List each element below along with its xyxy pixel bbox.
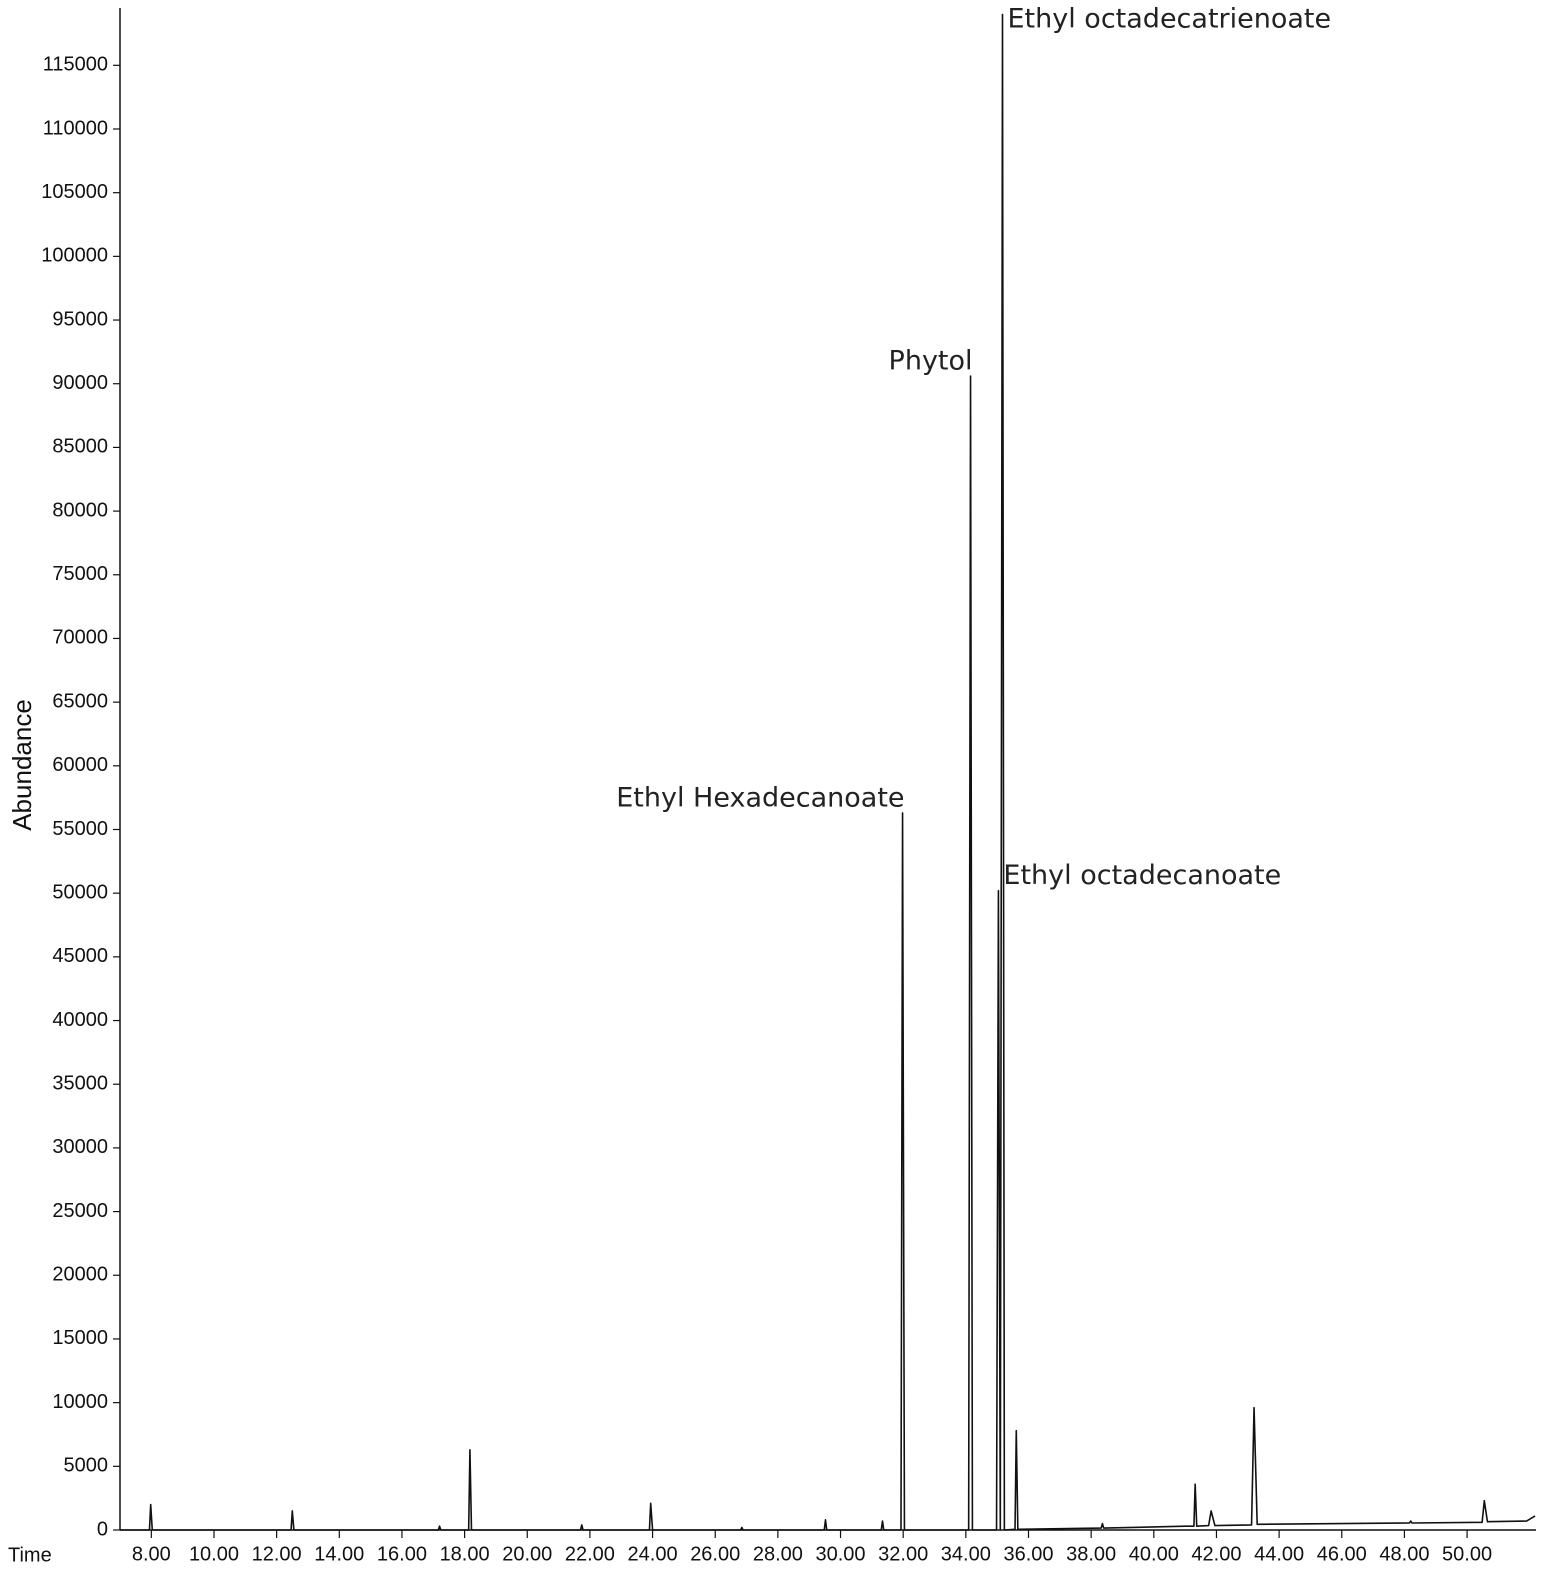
- x-tick-label: 8.00: [132, 1543, 171, 1565]
- x-tick-label: 20.00: [502, 1543, 552, 1565]
- x-tick-label: 18.00: [440, 1543, 490, 1565]
- y-tick-label: 0: [97, 1518, 108, 1540]
- y-tick-label: 60000: [52, 754, 108, 776]
- y-tick-label: 20000: [52, 1264, 108, 1286]
- x-tick-label: 16.00: [377, 1543, 427, 1565]
- x-tick-label: 38.00: [1066, 1543, 1116, 1565]
- y-tick-label: 100000: [41, 245, 108, 267]
- y-tick-label: 50000: [52, 881, 108, 903]
- x-tick-label: 44.00: [1254, 1543, 1304, 1565]
- y-tick-label: 80000: [52, 499, 108, 521]
- y-tick-label: 15000: [52, 1327, 108, 1349]
- x-tick-label: 32.00: [878, 1543, 928, 1565]
- y-tick-label: 45000: [52, 945, 108, 967]
- x-tick-label: 14.00: [314, 1543, 364, 1565]
- y-tick-label: 5000: [64, 1455, 109, 1477]
- x-tick-label: 22.00: [565, 1543, 615, 1565]
- x-tick-label: 40.00: [1129, 1543, 1179, 1565]
- y-tick-label: 40000: [52, 1009, 108, 1031]
- y-tick-label: 70000: [52, 627, 108, 649]
- y-tick-label: 90000: [52, 372, 108, 394]
- y-tick-label: 30000: [52, 1136, 108, 1158]
- x-tick-label: 26.00: [690, 1543, 740, 1565]
- peak-label: Ethyl octadecanoate: [1003, 860, 1281, 891]
- y-axis-label: Abundance: [7, 699, 37, 831]
- x-tick-label: 28.00: [753, 1543, 803, 1565]
- trace: [120, 13, 1536, 1531]
- x-tick-label: 46.00: [1317, 1543, 1367, 1565]
- peak-label: Ethyl Hexadecanoate: [616, 782, 904, 813]
- peak-label: Phytol: [889, 346, 973, 377]
- x-tick-label: 12.00: [252, 1543, 302, 1565]
- y-tick-label: 110000: [43, 117, 108, 139]
- y-tick-label: 35000: [52, 1073, 108, 1095]
- x-tick-label: 10.00: [189, 1543, 239, 1565]
- y-tick-label: 105000: [41, 181, 108, 203]
- x-tick-label: 34.00: [941, 1543, 991, 1565]
- x-tick-label: 48.00: [1379, 1543, 1429, 1565]
- x-tick-label: 42.00: [1191, 1543, 1241, 1565]
- y-tick-label: 95000: [52, 308, 108, 330]
- y-tick-label: 115000: [43, 54, 108, 76]
- y-tick-label: 10000: [52, 1391, 108, 1413]
- x-tick-label: 24.00: [628, 1543, 678, 1565]
- y-tick-label: 75000: [52, 563, 108, 585]
- x-tick-label: 30.00: [815, 1543, 865, 1565]
- y-tick-label: 85000: [52, 436, 108, 458]
- x-tick-label: 50.00: [1442, 1543, 1492, 1565]
- y-tick-label: 25000: [52, 1200, 108, 1222]
- y-tick-label: 65000: [52, 690, 108, 712]
- x-tick-label: 36.00: [1003, 1543, 1053, 1565]
- y-tick-label: 55000: [52, 818, 108, 840]
- x-axis-label: Time: [8, 1544, 52, 1566]
- peak-label: Ethyl octadecatrienoate: [1007, 4, 1331, 35]
